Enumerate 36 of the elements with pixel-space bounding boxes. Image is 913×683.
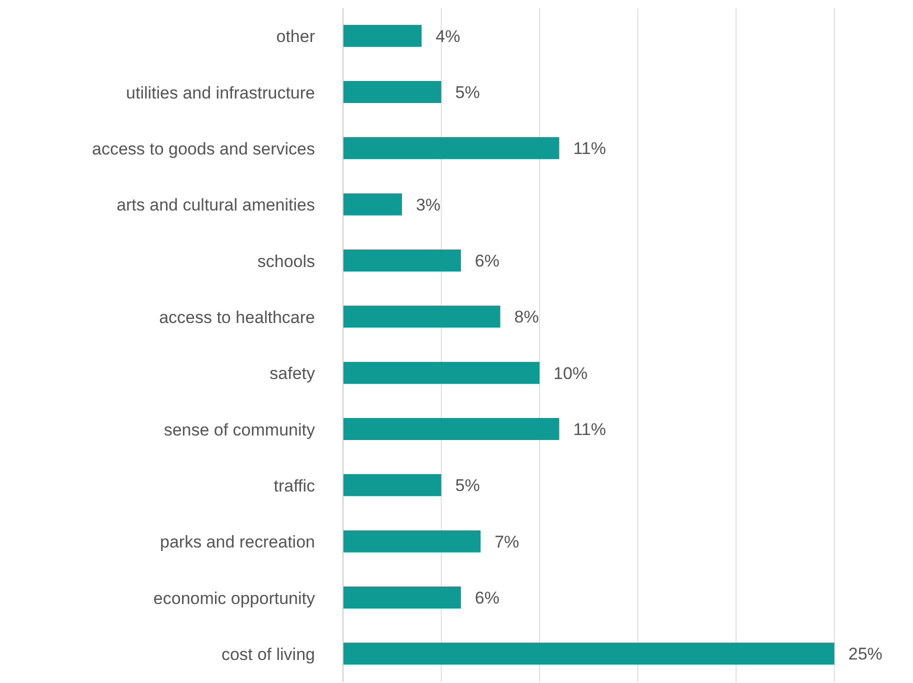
bar <box>343 250 461 272</box>
y-tick-label: access to healthcare <box>159 308 315 327</box>
y-tick-label: arts and cultural amenities <box>116 196 315 215</box>
data-label: 8% <box>514 308 539 327</box>
data-label: 3% <box>416 195 441 214</box>
y-tick-label: traffic <box>274 476 316 496</box>
data-label: 10% <box>554 364 588 383</box>
data-label: 6% <box>474 252 500 271</box>
y-tick-label: utilities and infrastructure <box>126 83 315 102</box>
y-tick-label: parks and recreation <box>160 532 315 552</box>
data-label: 11% <box>573 420 606 440</box>
y-tick-label: economic opportunity <box>153 588 316 608</box>
bar <box>343 193 402 216</box>
y-tick-label: other <box>276 27 316 46</box>
bar <box>343 362 540 384</box>
y-tick-label: safety <box>270 364 316 384</box>
data-label: 4% <box>436 26 460 46</box>
y-tick-label: schools <box>257 252 315 271</box>
bar <box>343 137 560 160</box>
y-tick-label: cost of living <box>221 644 315 664</box>
bar <box>343 530 481 552</box>
bar <box>343 24 422 47</box>
bar <box>343 586 461 609</box>
bar <box>343 474 442 496</box>
bar <box>343 81 442 104</box>
bar <box>343 306 500 328</box>
bar <box>343 642 834 665</box>
y-tick-label: access to goods and services <box>92 139 315 158</box>
data-label: 5% <box>455 83 480 102</box>
y-tick-label: sense of community <box>164 420 316 440</box>
data-label: 6% <box>474 588 500 608</box>
data-label: 5% <box>455 476 480 496</box>
data-label: 25% <box>848 644 882 664</box>
data-label: 7% <box>494 532 520 552</box>
bar <box>343 418 560 440</box>
data-label: 11% <box>573 139 606 158</box>
